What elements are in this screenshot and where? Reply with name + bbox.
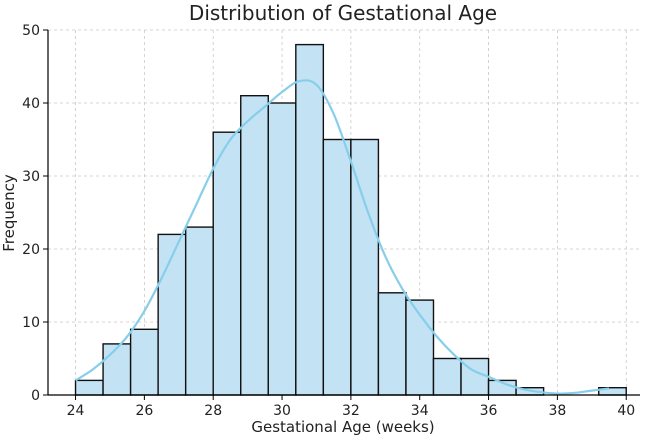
histogram-bar [377, 292, 407, 396]
x-tick-label: 26 [135, 403, 153, 419]
histogram-bar [240, 94, 269, 396]
x-tick-label: 30 [273, 403, 291, 419]
y-tick-label: 50 [22, 23, 40, 39]
y-tick-label: 40 [22, 96, 40, 112]
x-tick-label: 24 [67, 403, 85, 419]
x-tick-label: 32 [342, 403, 360, 419]
x-tick-label: 36 [480, 403, 498, 419]
y-tick-label: 30 [22, 169, 40, 185]
y-tick-label: 10 [22, 315, 40, 331]
histogram-bar [267, 102, 297, 396]
x-tick-label: 38 [548, 403, 566, 419]
bars-layer [74, 43, 627, 396]
histogram-bar [322, 138, 352, 396]
chart-title: Distribution of Gestational Age [189, 1, 497, 25]
x-tick-label: 28 [204, 403, 222, 419]
histogram-bar [432, 357, 462, 396]
x-tick-label: 40 [617, 403, 635, 419]
histogram-bar [157, 233, 187, 396]
histogram-bar [184, 226, 214, 396]
histogram-bar [212, 131, 242, 396]
histogram-bar [74, 379, 104, 396]
x-axis-label: Gestational Age (weeks) [251, 418, 434, 436]
y-axis-label: Frequency [0, 174, 18, 252]
kde-curve [74, 79, 610, 395]
y-tick-label: 0 [31, 388, 40, 404]
histogram-bar [129, 328, 159, 396]
histogram-bar [350, 138, 380, 396]
y-tick-label: 20 [22, 242, 40, 258]
histogram-bar [295, 43, 325, 396]
x-tick-label: 34 [411, 403, 429, 419]
kde-layer [74, 79, 610, 395]
ticks-layer: 24 26 28 30 32 34 36 38 40 0 10 20 30 40 50 [22, 23, 635, 419]
axes-layer [47, 30, 640, 396]
histogram-bar [102, 343, 132, 396]
